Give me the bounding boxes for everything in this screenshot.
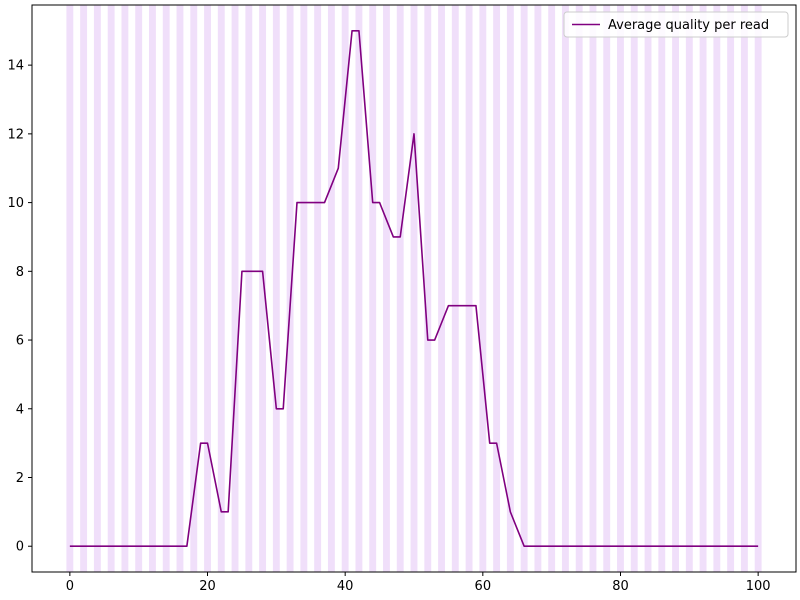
background-band xyxy=(754,5,762,572)
background-band xyxy=(630,5,638,572)
background-band xyxy=(272,5,280,572)
background-band xyxy=(548,5,556,572)
background-band xyxy=(341,5,349,572)
background-band xyxy=(740,5,748,572)
background-band xyxy=(396,5,404,572)
y-tick-label: 8 xyxy=(16,265,24,280)
background-band xyxy=(506,5,514,572)
background-band xyxy=(451,5,459,572)
x-axis: 0 20 40 60 80 100 xyxy=(66,572,771,594)
background-band xyxy=(286,5,294,572)
background-band xyxy=(410,5,418,572)
background-band xyxy=(520,5,528,572)
y-tick-label: 4 xyxy=(16,402,24,417)
background-bands xyxy=(66,5,762,572)
axes-frame xyxy=(31,4,797,573)
y-tick-label: 12 xyxy=(7,127,24,142)
background-band xyxy=(314,5,322,572)
y-tick-label: 14 xyxy=(7,59,24,74)
background-band xyxy=(217,5,225,572)
y-tick-label: 6 xyxy=(16,334,24,349)
background-band xyxy=(204,5,211,572)
background-band xyxy=(672,5,679,572)
background-band xyxy=(245,5,253,572)
background-band xyxy=(603,5,611,572)
background-band xyxy=(369,5,377,572)
background-band xyxy=(658,5,666,572)
background-band xyxy=(190,5,198,572)
background-band xyxy=(575,5,583,572)
background-band xyxy=(355,5,363,572)
background-band xyxy=(534,5,542,572)
background-band xyxy=(231,5,239,572)
background-band xyxy=(685,5,693,572)
background-band xyxy=(699,5,707,572)
background-band xyxy=(66,5,74,572)
y-tick-label: 0 xyxy=(16,540,24,555)
background-band xyxy=(561,5,569,572)
background-band xyxy=(149,5,156,572)
background-band xyxy=(259,5,267,572)
x-tick-label: 60 xyxy=(475,579,492,594)
legend-box xyxy=(563,11,789,38)
y-tick-label: 10 xyxy=(7,196,24,211)
background-band xyxy=(121,5,129,572)
legend-label: Average quality per read xyxy=(608,18,769,33)
background-band xyxy=(727,5,735,572)
y-tick-label: 2 xyxy=(16,471,24,486)
background-band xyxy=(479,5,487,572)
background-band xyxy=(493,5,501,572)
x-tick-label: 20 xyxy=(199,579,216,594)
background-band xyxy=(107,5,115,572)
background-band xyxy=(424,5,432,572)
background-band xyxy=(465,5,473,572)
background-band xyxy=(589,5,597,572)
legend: Average quality per read xyxy=(563,11,789,38)
series-line xyxy=(69,29,759,548)
background-band xyxy=(135,5,143,572)
x-tick-label: 0 xyxy=(66,579,74,594)
background-band xyxy=(383,5,390,572)
background-band xyxy=(93,5,101,572)
background-band xyxy=(438,5,445,572)
background-band xyxy=(300,5,308,572)
series-line-group xyxy=(69,29,759,548)
x-tick-label: 80 xyxy=(612,579,629,594)
background-band xyxy=(327,5,335,572)
x-tick-label: 40 xyxy=(337,579,354,594)
x-tick-label: 100 xyxy=(746,579,771,594)
background-band xyxy=(644,5,652,572)
background-band xyxy=(617,5,624,572)
background-band xyxy=(713,5,721,572)
background-band xyxy=(80,5,88,572)
background-band xyxy=(162,5,170,572)
background-band xyxy=(176,5,184,572)
y-axis: 0 2 4 6 8 10 12 14 xyxy=(7,59,32,555)
